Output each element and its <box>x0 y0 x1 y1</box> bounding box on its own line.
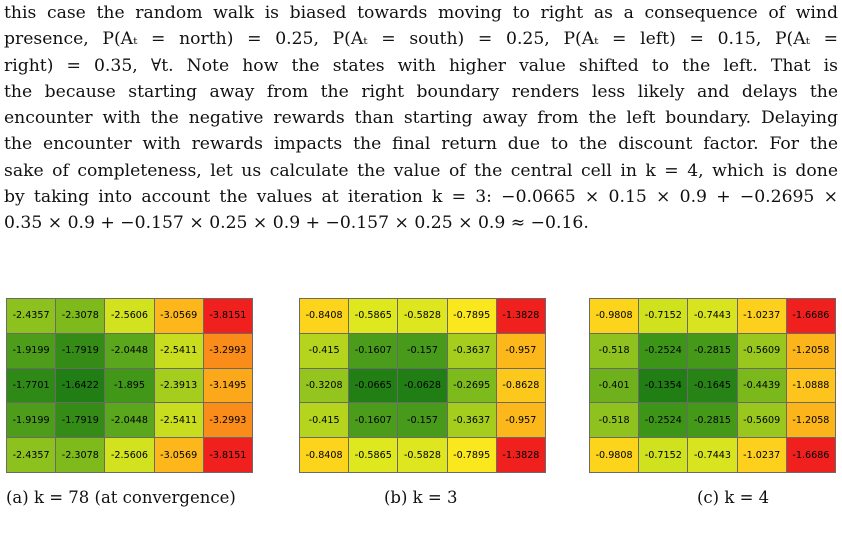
grid-cell: -2.0448 <box>105 403 155 439</box>
caption-c: (c) k = 4 <box>697 488 770 507</box>
paragraph-line: right) = 0.35, ∀t. Note how the states w… <box>4 55 838 76</box>
grid-cell: -3.8151 <box>203 438 253 473</box>
grid-cell: -1.7919 <box>56 403 106 439</box>
value-grid-k4: -0.9808 -0.7152 -0.7443 -1.0237 -1.6686 -0.51… <box>589 298 836 473</box>
grid-cell: -0.2815 <box>688 333 738 369</box>
paragraph-line: this case the random walk is biased towa… <box>4 3 838 23</box>
grid-cell: -0.157 <box>398 403 448 439</box>
grid-cell: -3.2993 <box>203 333 253 369</box>
grid-cell: -0.2524 <box>639 333 689 369</box>
grid-cell: -0.401 <box>590 368 640 404</box>
grid-cell: -0.5609 <box>737 333 787 369</box>
grid-cell: -1.895 <box>105 368 155 404</box>
grid-cell: -0.7895 <box>447 299 497 334</box>
grid-cell: -2.5606 <box>105 438 155 473</box>
paragraph-line: sake of completeness, let us calculate t… <box>4 160 838 181</box>
grid-cell: -0.1607 <box>349 333 399 369</box>
grid-cell: -1.6686 <box>786 299 836 334</box>
grid-cell: -0.0628 <box>398 368 448 404</box>
grid-cell: -0.7152 <box>639 438 689 473</box>
grid-cell: -0.2524 <box>639 403 689 439</box>
grid-cell: -0.518 <box>590 333 640 369</box>
grid-cell: -2.0448 <box>105 333 155 369</box>
grid-cell: -0.0665 <box>349 368 399 404</box>
grid-cell: -3.0569 <box>154 299 204 334</box>
grid-cell: -0.8628 <box>496 368 546 404</box>
paragraph-line: the encounter with rewards impacts the f… <box>4 134 838 155</box>
grid-cell: -0.1354 <box>639 368 689 404</box>
grid-cell: -3.1495 <box>203 368 253 404</box>
grid-cell: -0.957 <box>496 333 546 369</box>
paragraph-line: by taking into account the values at ite… <box>4 187 838 208</box>
grid-cell: -1.3828 <box>496 438 546 473</box>
paragraph-line: presence, P(Aₜ = north) = 0.25, P(Aₜ = s… <box>4 29 838 50</box>
grid-cell: -2.3078 <box>56 438 106 473</box>
grid-cell: -0.8408 <box>300 299 350 334</box>
grid-cell: -0.7443 <box>688 299 738 334</box>
grid-cell: -1.0237 <box>737 438 787 473</box>
caption-b: (b) k = 3 <box>384 488 458 507</box>
grid-cell: -1.0237 <box>737 299 787 334</box>
paragraph-line: 0.35 × 0.9 + −0.157 × 0.25 × 0.9 + −0.15… <box>4 213 589 234</box>
caption-a: (a) k = 78 (at convergence) <box>6 488 236 507</box>
grid-cell: -1.9199 <box>7 333 57 369</box>
grid-cell: -0.5865 <box>349 438 399 473</box>
grid-cell: -0.5609 <box>737 403 787 439</box>
grid-cell: -0.4439 <box>737 368 787 404</box>
grid-cell: -0.5865 <box>349 299 399 334</box>
grid-cell: -2.5411 <box>154 403 204 439</box>
grid-cell: -0.157 <box>398 333 448 369</box>
grid-cell: -2.3078 <box>56 299 106 334</box>
grid-cell: -0.2695 <box>447 368 497 404</box>
paragraph-line: encounter with the negative rewards than… <box>4 108 838 129</box>
grid-cell: -0.1607 <box>349 403 399 439</box>
grid-cell: -1.6422 <box>56 368 106 404</box>
grid-cell: -0.7443 <box>688 438 738 473</box>
value-grid-k78: -2.4357 -2.3078 -2.5606 -3.0569 -3.8151 -1.91… <box>6 298 253 473</box>
grid-cell: -1.7701 <box>7 368 57 404</box>
grid-cell: -2.4357 <box>7 438 57 473</box>
grid-cell: -2.3913 <box>154 368 204 404</box>
grid-cell: -0.9808 <box>590 438 640 473</box>
grid-cell: -0.3637 <box>447 333 497 369</box>
grid-cell: -2.4357 <box>7 299 57 334</box>
grid-cell: -0.9808 <box>590 299 640 334</box>
grid-cell: -0.5828 <box>398 299 448 334</box>
grid-cell: -0.415 <box>300 333 350 369</box>
grid-cell: -3.0569 <box>154 438 204 473</box>
grid-cell: -2.5606 <box>105 299 155 334</box>
grid-cell: -1.9199 <box>7 403 57 439</box>
grid-cell: -0.8408 <box>300 438 350 473</box>
grid-cell: -1.7919 <box>56 333 106 369</box>
grid-cell: -0.415 <box>300 403 350 439</box>
grid-cell: -1.2058 <box>786 403 836 439</box>
value-grid-k3: -0.8408 -0.5865 -0.5828 -0.7895 -1.3828 -0.41… <box>299 298 546 473</box>
grid-cell: -3.8151 <box>203 299 253 334</box>
grid-cell: -1.2058 <box>786 333 836 369</box>
grid-cell: -1.3828 <box>496 299 546 334</box>
grid-cell: -0.3208 <box>300 368 350 404</box>
grid-cell: -0.7895 <box>447 438 497 473</box>
grid-cell: -1.0888 <box>786 368 836 404</box>
grid-cell: -0.2815 <box>688 403 738 439</box>
body-paragraph: this case the random walk is biased towa… <box>4 0 838 237</box>
grid-cell: -0.7152 <box>639 299 689 334</box>
grid-cell: -0.1645 <box>688 368 738 404</box>
grid-cell: -1.6686 <box>786 438 836 473</box>
paragraph-line: the because starting away from the right… <box>4 81 838 102</box>
grid-cell: -2.5411 <box>154 333 204 369</box>
grid-cell: -0.518 <box>590 403 640 439</box>
grid-cell: -0.957 <box>496 403 546 439</box>
grid-cell: -3.2993 <box>203 403 253 439</box>
grid-cell: -0.3637 <box>447 403 497 439</box>
grid-cell: -0.5828 <box>398 438 448 473</box>
